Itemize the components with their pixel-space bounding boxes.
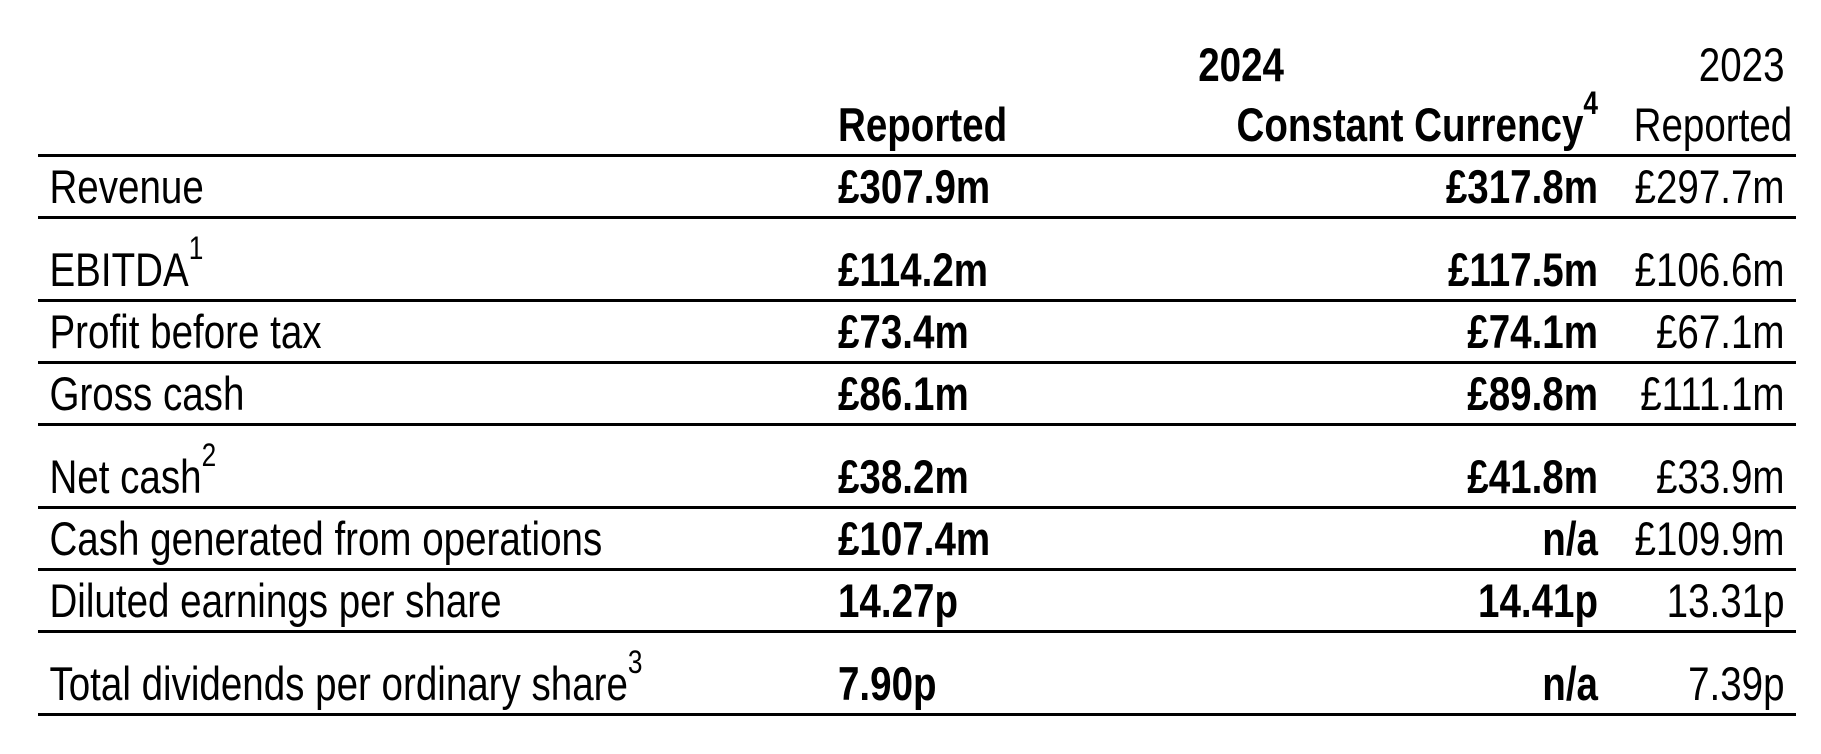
- financial-highlights-table: 2024 2023 Reported Constant Currency4 Re…: [38, 0, 1796, 716]
- row-label: Profit before tax: [38, 308, 694, 361]
- footnote-marker: 4: [1583, 85, 1598, 122]
- prev-reported-value: £109.9m: [1634, 512, 1785, 565]
- row-label: Revenue: [38, 163, 694, 216]
- constant-currency-value: £41.8m: [1467, 450, 1598, 503]
- prev-reported-value: £297.7m: [1634, 160, 1785, 213]
- prev-reported-value: £33.9m: [1655, 450, 1785, 503]
- prev-reported-value: £67.1m: [1655, 305, 1785, 358]
- row-label: Cash generated from operations: [38, 515, 694, 568]
- reported-value: £114.2m: [838, 243, 989, 296]
- prev-reported-value: 13.31p: [1666, 574, 1785, 627]
- row-label: Total dividends per ordinary share3: [38, 646, 694, 713]
- row-label: EBITDA1: [38, 232, 694, 299]
- row-label: Diluted earnings per share: [38, 577, 694, 630]
- column-header-reported: Reported: [838, 98, 1008, 151]
- row-label-text: Diluted earnings per share: [49, 574, 502, 627]
- table-row: Net cash2 £38.2m £41.8m £33.9m: [38, 426, 1796, 509]
- table-row: Revenue £307.9m £317.8m £297.7m: [38, 157, 1796, 219]
- prev-reported-value: £106.6m: [1634, 243, 1785, 296]
- constant-currency-value: £317.8m: [1445, 160, 1598, 213]
- reported-value: £73.4m: [838, 305, 969, 358]
- footnote-marker: 3: [627, 644, 643, 681]
- constant-currency-value: n/a: [1542, 512, 1598, 565]
- table-row: Profit before tax £73.4m £74.1m £67.1m: [38, 302, 1796, 364]
- column-header-row: Reported Constant Currency4 Reported: [38, 87, 1796, 157]
- year-2023-heading: 2023: [1698, 38, 1785, 91]
- constant-currency-value: n/a: [1542, 657, 1598, 710]
- constant-currency-value: £89.8m: [1467, 367, 1598, 420]
- reported-value: £38.2m: [838, 450, 969, 503]
- reported-value: 14.27p: [838, 574, 958, 627]
- reported-value: £107.4m: [838, 512, 991, 565]
- prev-reported-value: £111.1m: [1640, 367, 1785, 420]
- column-header-prev-reported: Reported: [1633, 98, 1793, 151]
- constant-currency-value: £74.1m: [1467, 305, 1598, 358]
- footnote-marker: 1: [188, 230, 204, 267]
- row-label-text: Profit before tax: [49, 305, 322, 358]
- constant-currency-label: Constant Currency: [1236, 98, 1584, 151]
- reported-value: £307.9m: [838, 160, 991, 213]
- row-label-text: Cash generated from operations: [49, 512, 603, 565]
- row-label-text: Total dividends per ordinary share: [49, 657, 628, 710]
- reported-value: £86.1m: [838, 367, 969, 420]
- table-row: Cash generated from operations £107.4m n…: [38, 509, 1796, 571]
- column-header-constant-currency: Constant Currency4: [1196, 87, 1598, 154]
- table-row: Total dividends per ordinary share3 7.90…: [38, 633, 1796, 716]
- row-label-text: Net cash: [49, 450, 202, 503]
- footnote-marker: 2: [201, 437, 217, 474]
- year-header-row: 2024 2023: [38, 0, 1796, 88]
- reported-value: 7.90p: [838, 657, 937, 710]
- row-label-text: Gross cash: [49, 367, 245, 420]
- year-2024-heading: 2024: [1198, 38, 1284, 91]
- header-label-spacer: [38, 148, 694, 154]
- constant-currency-value: 14.41p: [1478, 574, 1598, 627]
- row-label-text: EBITDA: [49, 243, 189, 296]
- row-label: Gross cash: [38, 370, 694, 423]
- constant-currency-value: £117.5m: [1447, 243, 1598, 296]
- prev-reported-value: 7.39p: [1688, 657, 1785, 710]
- table-row: Gross cash £86.1m £89.8m £111.1m: [38, 364, 1796, 426]
- row-label-text: Revenue: [49, 160, 204, 213]
- table-row: EBITDA1 £114.2m £117.5m £106.6m: [38, 219, 1796, 302]
- table-row: Diluted earnings per share 14.27p 14.41p…: [38, 571, 1796, 633]
- row-label: Net cash2: [38, 439, 694, 506]
